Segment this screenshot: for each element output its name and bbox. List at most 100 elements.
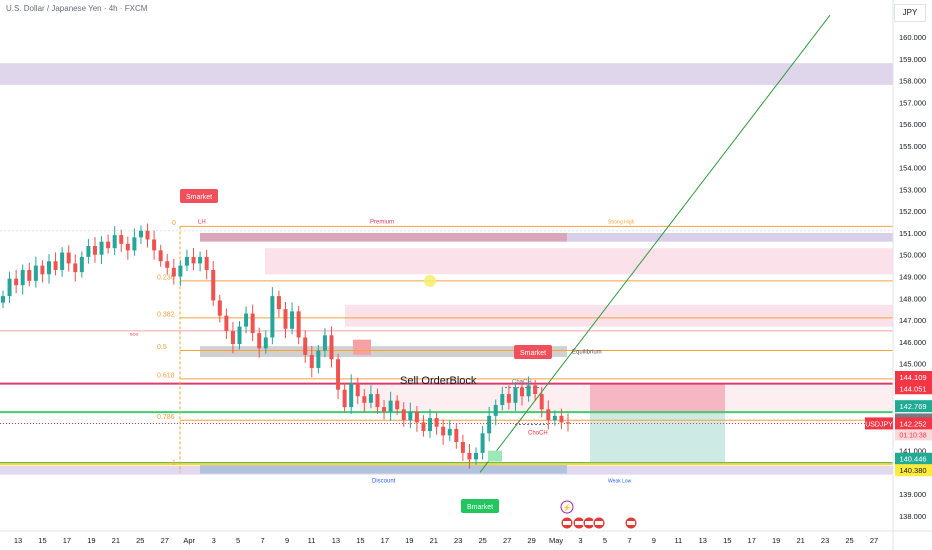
candle-body	[125, 243, 130, 251]
lightning-glyph: ⚡	[563, 503, 572, 512]
us-flag-stripe	[627, 521, 635, 525]
price-badge	[895, 464, 932, 477]
time-tick: 21	[430, 536, 438, 545]
candle-body	[92, 246, 97, 255]
candle-body	[60, 252, 65, 270]
green-box	[488, 450, 502, 462]
candle-body	[283, 309, 288, 329]
candle-body	[119, 235, 124, 244]
equilibrium-label: Equilibrium	[572, 350, 602, 356]
price-badge	[895, 370, 932, 383]
price-badge-label: 142.769	[899, 402, 926, 411]
bos-label: BOS	[130, 331, 139, 336]
marker-dot	[424, 274, 436, 287]
candle-body	[86, 246, 91, 257]
price-tick: 155.000	[899, 142, 926, 151]
fib-label: 0.5	[157, 344, 167, 351]
candle-body	[73, 263, 78, 273]
price-tick: 146.000	[899, 338, 926, 347]
price-tick: 160.000	[899, 33, 926, 42]
price-tick: 148.000	[899, 294, 926, 303]
time-tick: May	[549, 536, 563, 545]
equilibrium-block	[200, 346, 567, 358]
pink-zone-2	[345, 304, 893, 327]
currency-button[interactable]: JPY	[894, 4, 926, 22]
price-badge	[895, 400, 932, 413]
candle-body	[460, 441, 465, 453]
time-tick: 17	[748, 536, 756, 545]
smarket-badge-mid	[514, 345, 552, 359]
price-badge-label: 140.380	[899, 466, 926, 475]
candle-body	[230, 330, 235, 344]
fib-label: 0.236	[157, 275, 175, 282]
trend-line	[479, 14, 831, 473]
chart-title: U.S. Dollar / Japanese Yen · 4h · FXCM	[6, 4, 148, 13]
time-tick: 15	[356, 536, 364, 545]
candle-body	[362, 396, 367, 403]
candle-body	[152, 239, 157, 251]
candle-body	[401, 409, 406, 421]
price-tick: 151.000	[899, 229, 926, 238]
choch-bottom-label: ChoCH	[528, 431, 548, 437]
fib-label: 0.786	[157, 414, 175, 421]
fib-label: 0	[172, 220, 176, 227]
candle-body	[342, 389, 347, 408]
us-flag-stripe	[595, 521, 603, 525]
candle-body	[520, 387, 525, 397]
candle-body	[447, 428, 452, 436]
time-tick: 19	[772, 536, 780, 545]
candle-body	[7, 278, 12, 297]
time-tick: 27	[870, 536, 878, 545]
candle-body	[132, 237, 137, 251]
time-tick: 21	[112, 536, 120, 545]
candle-body	[533, 385, 538, 395]
candle-body	[500, 394, 505, 405]
candle-body	[441, 426, 446, 436]
candle-body	[290, 311, 295, 329]
price-tick: 149.000	[899, 273, 926, 282]
time-tick: 11	[674, 536, 682, 545]
time-tick: 23	[821, 536, 829, 545]
premium-block	[200, 232, 567, 242]
price-tick: 141.000	[899, 447, 926, 456]
time-tick: 27	[503, 536, 511, 545]
candle-body	[395, 400, 400, 410]
price-tick: 150.000	[899, 251, 926, 260]
candle-body	[138, 230, 143, 238]
us-flag-stripe	[563, 521, 571, 525]
time-tick: 25	[845, 536, 853, 545]
candle-body	[40, 265, 45, 275]
candle-body	[250, 313, 255, 334]
time-tick: 17	[381, 536, 389, 545]
candle-body	[506, 394, 511, 403]
time-tick: 7	[260, 536, 264, 545]
candle-body	[375, 394, 380, 408]
price-tick: 139.000	[899, 490, 926, 499]
candle-body	[263, 337, 268, 349]
countdown-badge	[895, 429, 932, 441]
candle-body	[316, 350, 321, 368]
strong-high-label: Strong High	[608, 219, 635, 225]
choch-top-label: ChoCH	[512, 379, 532, 385]
time-tick: Apr	[183, 536, 195, 545]
symbol-badge-label: USDJPY	[865, 421, 893, 428]
candle-body	[184, 256, 189, 266]
small-orderblock	[353, 339, 371, 355]
price-tick: 156.000	[899, 120, 926, 129]
price-tick: 147.000	[899, 316, 926, 325]
smarket-badge-bottom-label: Bmarket	[467, 504, 493, 511]
price-tick: 153.000	[899, 185, 926, 194]
candle-body	[546, 409, 551, 421]
candle-body	[211, 269, 216, 301]
candle-body	[237, 326, 242, 344]
candle-body	[303, 337, 308, 355]
price-tick: 159.000	[899, 55, 926, 64]
candle-body	[14, 278, 19, 286]
candle-body	[46, 261, 51, 275]
candle-body	[388, 400, 393, 412]
candle-body	[99, 241, 104, 255]
candle-body	[349, 383, 354, 408]
candle-body	[421, 422, 426, 432]
us-flag-stripe	[575, 521, 583, 525]
